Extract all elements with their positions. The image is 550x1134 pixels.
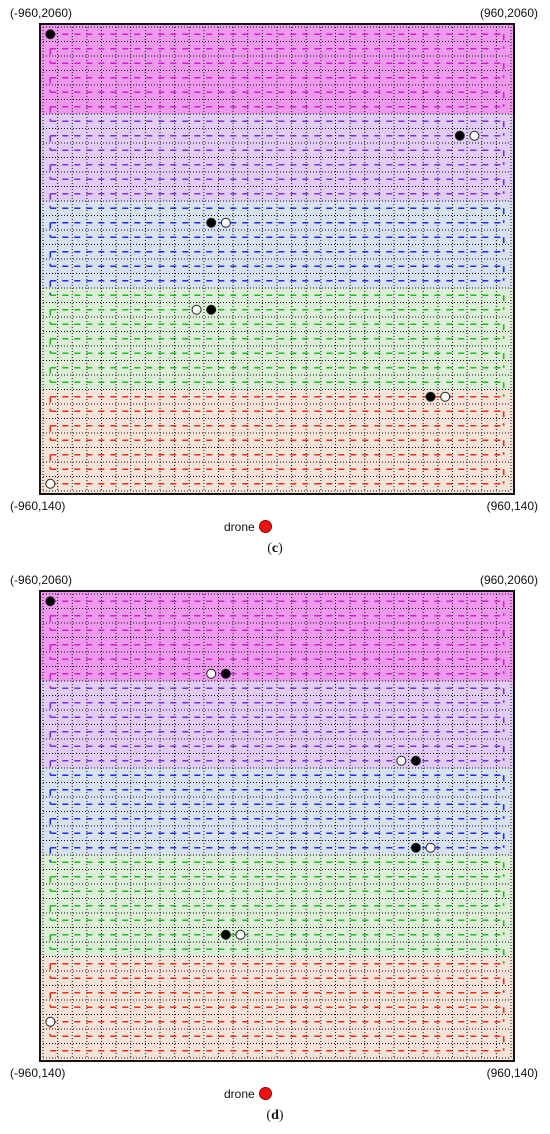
open-waypoint-marker (469, 130, 480, 141)
caption-letter: d (271, 1108, 279, 1123)
panel-caption: (c) (0, 541, 550, 557)
caption-open: ( (266, 1108, 272, 1123)
open-waypoint-marker (396, 755, 407, 766)
open-waypoint-marker (235, 929, 246, 940)
corner-label-bottom-left: (-960,140) (10, 1066, 66, 1080)
magenta-band (39, 590, 515, 681)
open-waypoint-marker (45, 1016, 56, 1027)
caption-letter: c (271, 541, 279, 556)
caption-close: ) (278, 541, 283, 556)
filled-waypoint-marker (206, 304, 217, 315)
coverage-grid (39, 590, 515, 1062)
caption-close: ) (278, 1108, 284, 1123)
filled-waypoint-marker (454, 130, 465, 141)
corner-label-bottom-right: (960,140) (486, 1066, 538, 1080)
drone-legend: drone (224, 520, 272, 534)
filled-waypoint-marker (425, 391, 436, 402)
open-waypoint-marker (220, 217, 231, 228)
panel-d: (-960,2060) (960,2060) (-960,140) (960,1… (0, 567, 550, 1134)
drone-marker-icon (258, 520, 272, 533)
caption-open: ( (267, 541, 272, 556)
corner-label-top-left: (-960,2060) (10, 6, 73, 20)
open-waypoint-marker (206, 668, 217, 679)
open-waypoint-marker (425, 842, 436, 853)
open-waypoint-marker (45, 478, 56, 489)
coverage-grid (39, 23, 515, 495)
drone-label: drone (224, 520, 255, 534)
filled-waypoint-marker (410, 755, 421, 766)
open-waypoint-marker (191, 304, 202, 315)
filled-waypoint-marker (220, 929, 231, 940)
panel-c: (-960,2060) (960,2060) (-960,140) (960,1… (0, 6, 550, 557)
filled-waypoint-marker (220, 668, 231, 679)
drone-label: drone (224, 1087, 255, 1101)
grid-frame (39, 23, 515, 495)
filled-waypoint-marker (206, 217, 217, 228)
filled-waypoint-marker (45, 29, 56, 40)
grid-frame (39, 590, 515, 1062)
filled-waypoint-marker (45, 596, 56, 607)
open-waypoint-marker (440, 391, 451, 402)
corner-label-bottom-right: (960,140) (486, 499, 538, 513)
corner-label-top-right: (960,2060) (479, 6, 538, 20)
filled-waypoint-marker (410, 842, 421, 853)
corner-label-top-right: (960,2060) (479, 573, 538, 587)
corner-label-bottom-left: (-960,140) (10, 499, 66, 513)
corner-label-top-left: (-960,2060) (10, 573, 73, 587)
panel-caption: (d) (0, 1108, 550, 1124)
drone-legend: drone (224, 1087, 272, 1101)
drone-marker-icon (258, 1087, 272, 1100)
magenta-band (39, 23, 515, 114)
